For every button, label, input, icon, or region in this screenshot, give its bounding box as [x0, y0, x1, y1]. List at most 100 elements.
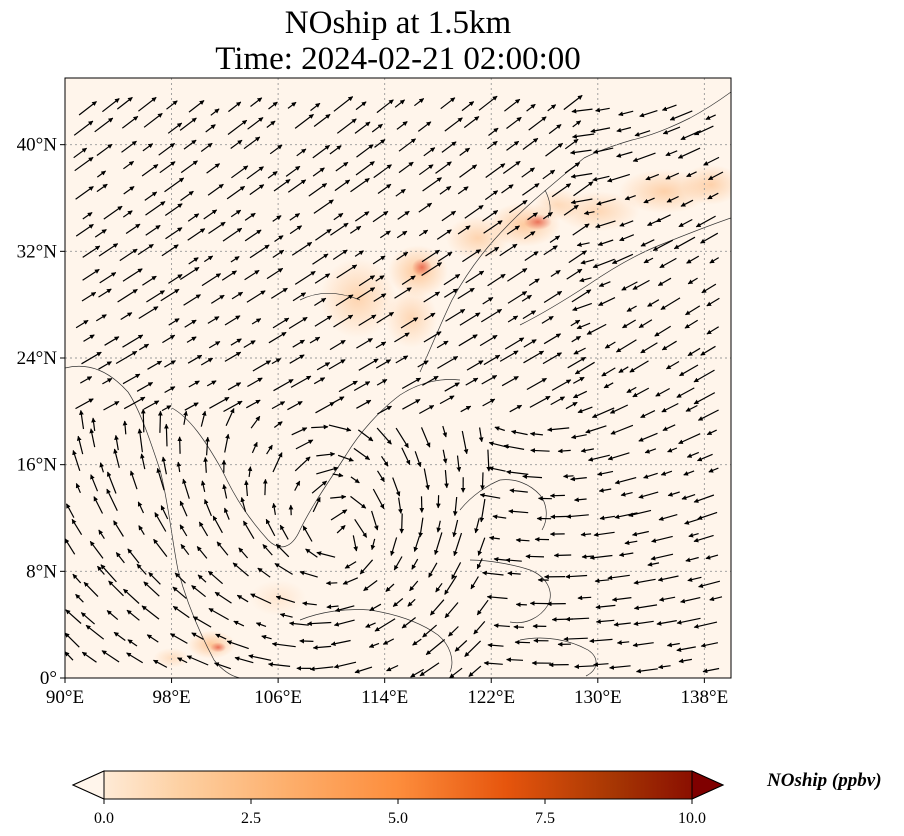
wind-arrow — [169, 633, 188, 644]
wind-arrow — [333, 661, 357, 669]
wind-arrow — [418, 229, 429, 237]
wind-arrow — [268, 101, 278, 110]
wind-arrow — [246, 290, 266, 303]
wind-arrow — [687, 277, 698, 285]
wind-arrow — [294, 480, 301, 491]
wind-arrow — [275, 543, 290, 558]
wind-arrow — [214, 591, 232, 604]
wind-arrow — [336, 264, 358, 279]
wind-arrow — [700, 345, 716, 356]
wind-arrow — [700, 642, 719, 648]
wind-arrow — [452, 496, 458, 517]
wind-arrow — [165, 227, 183, 240]
wind-arrow — [305, 548, 318, 558]
wind-arrow — [480, 308, 503, 323]
wind-arrow — [349, 225, 362, 234]
wind-arrow — [137, 501, 145, 514]
wind-arrow — [444, 602, 459, 619]
wind-arrow — [168, 273, 183, 284]
wind-arrow — [437, 251, 453, 262]
y-tick-label: 16°N — [17, 455, 58, 476]
wind-vectors — [65, 94, 724, 678]
wind-arrow — [522, 474, 543, 479]
wind-arrow — [227, 119, 248, 135]
wind-arrow — [312, 645, 332, 650]
wind-arrow — [508, 508, 529, 514]
wind-arrow — [574, 497, 587, 503]
wind-arrow — [208, 221, 226, 234]
wind-arrow — [665, 172, 680, 180]
wind-arrow — [658, 664, 671, 670]
wind-arrow — [523, 350, 545, 364]
wind-arrow — [505, 557, 522, 563]
wind-arrow — [137, 243, 154, 256]
wind-arrow — [357, 429, 374, 442]
wind-arrow — [423, 468, 430, 491]
map-background — [65, 78, 731, 678]
wind-arrow — [363, 580, 378, 592]
wind-arrow — [407, 598, 416, 607]
x-tick-label: 98°E — [152, 687, 190, 708]
wind-arrow — [395, 188, 406, 197]
wind-arrow — [294, 270, 316, 285]
wind-arrow — [667, 491, 680, 497]
wind-arrow — [188, 100, 205, 113]
wind-arrow — [492, 514, 507, 520]
wind-arrow — [375, 359, 392, 369]
wind-arrow — [609, 665, 631, 670]
wind-arrow — [422, 375, 439, 386]
wind-arrow — [160, 505, 169, 520]
wind-arrow — [392, 477, 401, 497]
wind-arrow — [334, 605, 355, 613]
wind-arrow — [680, 199, 694, 207]
wind-arrow — [595, 619, 615, 624]
wind-arrow — [309, 666, 334, 672]
wind-arrow — [243, 340, 256, 349]
wind-arrow — [419, 404, 435, 415]
wind-arrow — [553, 552, 572, 558]
wind-arrow — [697, 409, 719, 421]
wind-arrow — [521, 167, 535, 178]
wind-arrow — [316, 451, 336, 457]
wind-arrow — [122, 268, 143, 282]
wind-arrow — [352, 535, 358, 552]
wind-arrow — [453, 532, 463, 557]
wind-arrow — [677, 147, 701, 159]
wind-arrow — [701, 283, 717, 294]
wind-arrow — [184, 402, 199, 411]
wind-arrow — [257, 567, 271, 578]
wind-arrow — [93, 496, 104, 514]
wind-arrow — [123, 186, 135, 195]
wind-arrow — [436, 340, 449, 349]
wind-arrow — [576, 242, 590, 247]
wind-arrow — [176, 461, 182, 473]
wind-arrow — [506, 116, 522, 129]
wind-arrow — [464, 204, 484, 219]
wind-arrow — [188, 257, 199, 265]
wind-arrow — [436, 520, 442, 533]
wind-arrow — [358, 275, 376, 287]
wind-arrow — [184, 319, 197, 328]
wind-arrow — [82, 245, 101, 258]
wind-arrow — [410, 668, 425, 678]
wind-arrow — [411, 558, 419, 570]
wind-arrow — [695, 215, 716, 228]
wind-arrow — [421, 262, 443, 277]
wind-arrow — [354, 121, 371, 134]
wind-arrow — [679, 364, 699, 377]
wind-arrow — [179, 524, 188, 537]
wind-arrow — [501, 375, 519, 387]
wind-arrow — [333, 96, 354, 112]
wind-arrow — [461, 101, 475, 112]
wind-arrow — [350, 495, 367, 509]
wind-arrow — [358, 314, 377, 327]
wind-arrow — [224, 315, 241, 326]
wind-arrow — [75, 186, 94, 200]
wind-arrow — [643, 257, 654, 264]
wind-arrow — [393, 556, 403, 571]
wind-arrow — [101, 650, 120, 663]
wind-arrow — [607, 574, 630, 581]
wind-arrow — [75, 398, 94, 410]
wind-arrow — [435, 161, 452, 174]
wind-arrow — [509, 488, 528, 494]
